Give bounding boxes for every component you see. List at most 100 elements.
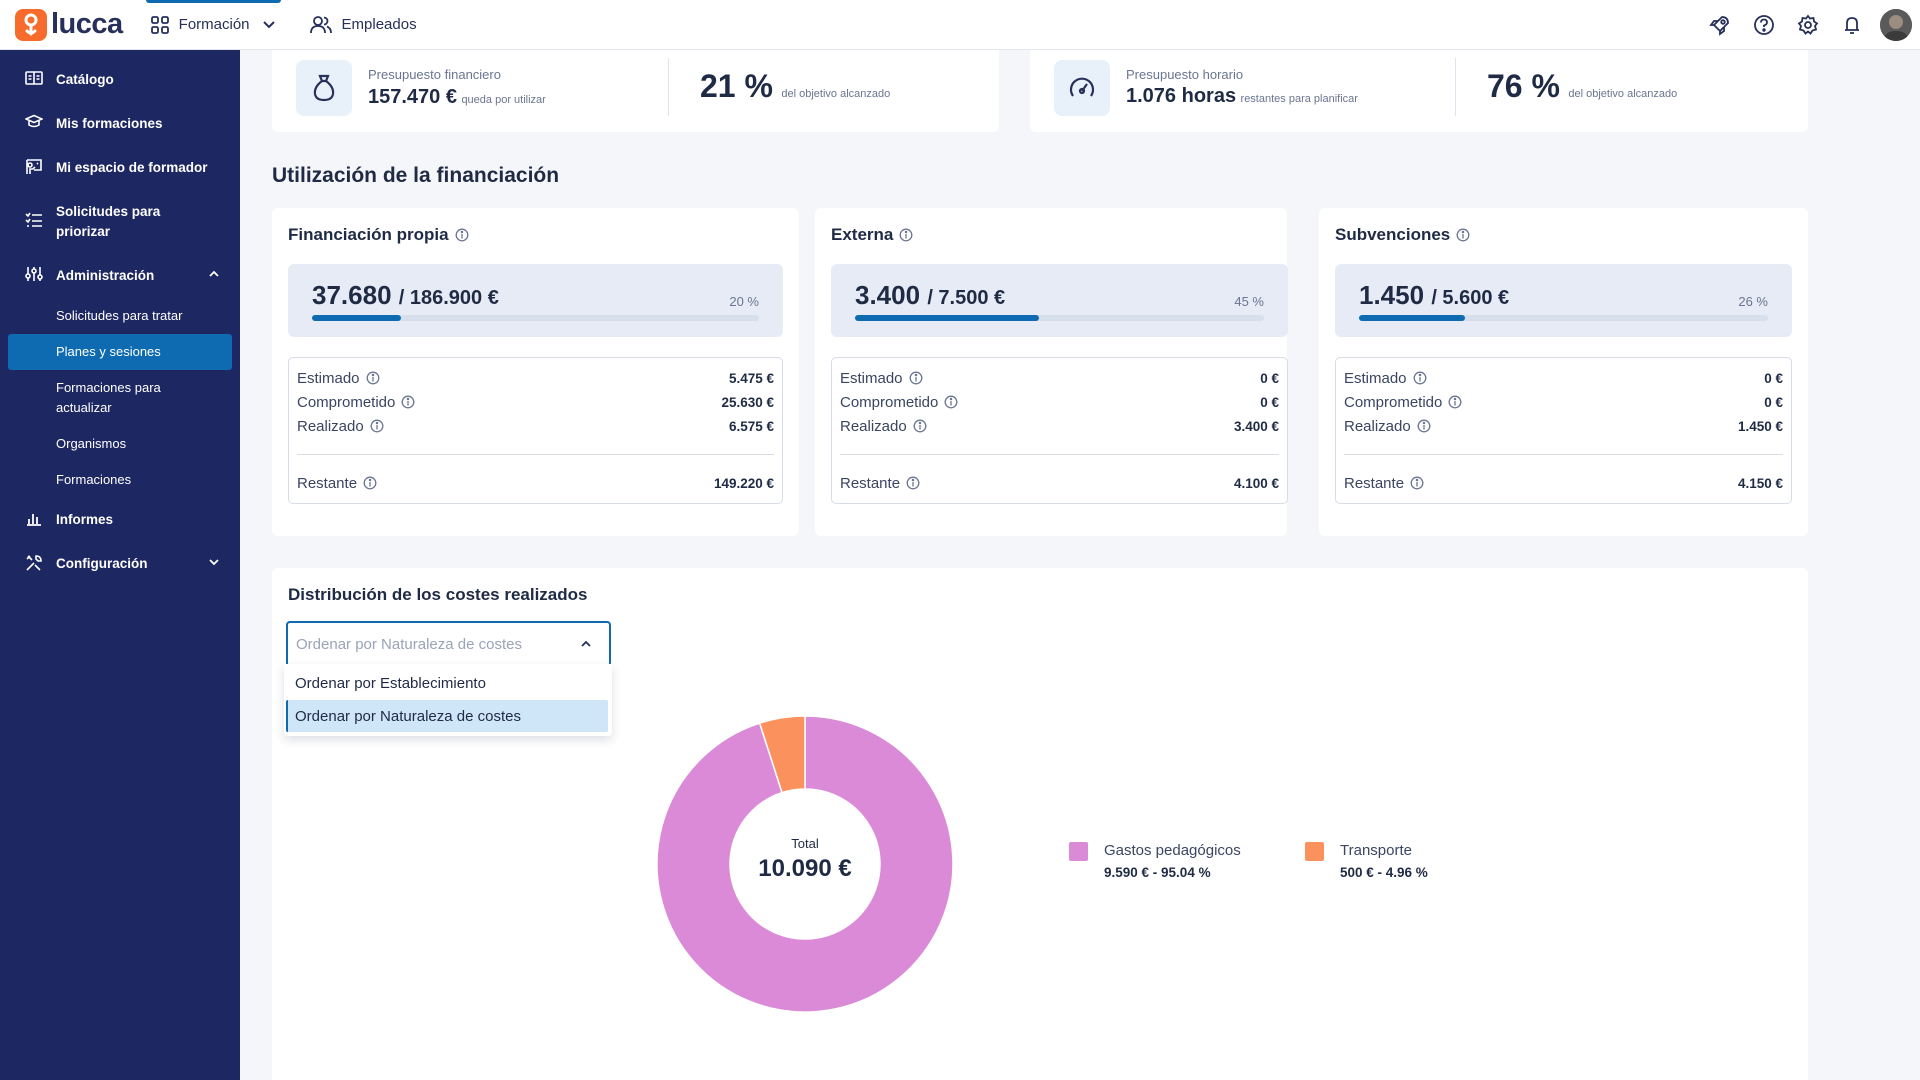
kpi-hours-suffix: restantes para planificar: [1240, 93, 1358, 105]
nav-formacion[interactable]: Formación: [145, 0, 281, 50]
settings-icon[interactable]: [1786, 3, 1830, 47]
sidebar-item-label: Solicitudes para priorizar: [56, 204, 161, 239]
detail-row-estimado: Estimado 0 €: [840, 368, 1279, 388]
donut-slice-transporte[interactable]: [758, 715, 806, 794]
sidebar-item-label: Mi espacio de formador: [56, 160, 208, 175]
list-icon: [25, 212, 45, 228]
info-icon[interactable]: [944, 395, 958, 409]
row-label: Comprometido: [1344, 393, 1443, 411]
funding-progress-box: 37.680 / 186.900 € 20 %: [288, 264, 783, 337]
sidebar-item-mis-formaciones[interactable]: Mis formaciones: [0, 114, 240, 134]
info-icon[interactable]: [366, 371, 380, 385]
tools-icon: [25, 554, 45, 572]
info-icon[interactable]: [1413, 371, 1427, 385]
donut-slice-gastos-pedag-gicos[interactable]: [656, 715, 954, 1013]
info-icon[interactable]: [1448, 395, 1462, 409]
funding-detail-box: Estimado 0 € Comprometido 0 € Realizado 1.4…: [1335, 357, 1792, 504]
funding-progress-bar: [855, 315, 1264, 321]
row-value: 4.150 €: [1737, 475, 1783, 491]
detail-row-comprometido: Comprometido 0 €: [1344, 392, 1783, 412]
help-icon[interactable]: [1742, 3, 1786, 47]
row-value: 5.475 €: [728, 370, 774, 386]
bell-icon[interactable]: [1830, 3, 1874, 47]
sliders-icon: [25, 266, 45, 282]
book-icon: [25, 70, 45, 86]
money-bag-icon: [296, 60, 352, 116]
graduation-cap-icon: [25, 114, 45, 130]
sidebar-item-label: Configuración: [56, 556, 148, 571]
sort-option-establecimiento[interactable]: Ordenar por Establecimiento: [295, 674, 486, 692]
funding-total: / 5.600 €: [1431, 287, 1510, 309]
detail-row-comprometido: Comprometido 25.630 €: [297, 392, 774, 412]
info-icon[interactable]: [899, 228, 913, 242]
sidebar-item-espacio-formador[interactable]: Mi espacio de formador: [0, 158, 240, 178]
funding-used: 37.680: [312, 280, 392, 310]
app-logo[interactable]: lucca: [15, 8, 123, 41]
sidebar-item-configuracion[interactable]: Configuración: [0, 554, 240, 574]
funding-section-title: Utilización de la financiación: [272, 164, 560, 187]
funding-used: 3.400: [855, 280, 921, 310]
info-icon[interactable]: [1456, 228, 1470, 242]
row-value: 0 €: [1764, 394, 1783, 410]
kpi-card-hours: Presupuesto horario 1.076 horas restante…: [1030, 50, 1808, 132]
nav-empleados-label: Empleados: [341, 16, 417, 33]
info-icon[interactable]: [370, 419, 384, 433]
funding-progress-box: 1.450 / 5.600 € 26 %: [1335, 264, 1792, 337]
funding-card-title: Financiación propia: [288, 225, 449, 244]
funding-progress-fill: [1359, 315, 1466, 321]
sort-select[interactable]: Ordenar por Naturaleza de costes: [286, 621, 611, 667]
row-value: 0 €: [1764, 370, 1783, 386]
row-value: 3.400 €: [1233, 418, 1279, 434]
avatar[interactable]: [1880, 8, 1912, 41]
sort-select-placeholder: Ordenar por Naturaleza de costes: [296, 635, 522, 653]
funding-progress-fill: [855, 315, 1040, 321]
chevron-down-icon: [262, 18, 276, 32]
kpi-hours-value: 1.076 horas: [1126, 85, 1237, 107]
sidebar-item-catalogo[interactable]: Catálogo: [0, 70, 240, 90]
nav-formacion-label: Formación: [178, 16, 250, 33]
sidebar-item-informes[interactable]: Informes: [0, 510, 240, 530]
nav-empleados[interactable]: Empleados: [309, 0, 417, 50]
info-icon[interactable]: [455, 228, 469, 242]
row-label: Estimado: [1344, 369, 1407, 387]
rocket-icon[interactable]: [1698, 3, 1742, 47]
row-value: 6.575 €: [728, 418, 774, 434]
row-label: Estimado: [297, 369, 360, 387]
sidebar-item-solicitudes-priorizar[interactable]: Solicitudes para priorizar: [0, 202, 240, 242]
legend-item: Transporte 500 € - 4.96 %: [1305, 842, 1428, 880]
chevron-down-icon: [208, 556, 220, 568]
sort-option-naturaleza[interactable]: Ordenar por Naturaleza de costes: [286, 700, 608, 732]
cost-donut-chart: [656, 715, 954, 1013]
detail-row-restante: Restante 4.100 €: [840, 473, 1279, 493]
info-icon[interactable]: [906, 476, 920, 490]
sidebar-item-label: Mis formaciones: [56, 116, 163, 131]
detail-row-realizado: Realizado 1.450 €: [1344, 416, 1783, 436]
row-label: Restante: [840, 474, 901, 492]
sidebar-sub-formaciones-actualizar[interactable]: Formaciones para actualizar: [56, 380, 161, 415]
top-bar: lucca Formación Empleados: [0, 0, 1920, 50]
kpi-card-financial: Presupuesto financiero 157.470 € queda p…: [272, 50, 999, 132]
kpi-divider: [668, 58, 669, 116]
info-icon[interactable]: [401, 395, 415, 409]
info-icon[interactable]: [913, 419, 927, 433]
detail-row-restante: Restante 4.150 €: [1344, 473, 1783, 493]
row-label: Estimado: [840, 369, 903, 387]
row-label: Restante: [297, 474, 358, 492]
row-label: Comprometido: [297, 393, 396, 411]
kpi-financial-label: Presupuesto financiero: [368, 67, 501, 82]
sidebar-sub-organismos[interactable]: Organismos: [56, 436, 127, 451]
info-icon[interactable]: [1410, 476, 1424, 490]
info-icon[interactable]: [1417, 419, 1431, 433]
sidebar-sub-solicitudes-tratar[interactable]: Solicitudes para tratar: [56, 308, 183, 323]
row-value: 25.630 €: [721, 394, 774, 410]
info-icon[interactable]: [363, 476, 377, 490]
info-icon[interactable]: [909, 371, 923, 385]
row-value: 0 €: [1260, 370, 1279, 386]
sidebar-sub-planes-sesiones[interactable]: Planes y sesiones: [8, 334, 232, 370]
divider: [297, 454, 774, 455]
legend-value: 9.590 € - 95.04 %: [1104, 865, 1211, 880]
sidebar-item-administracion[interactable]: Administración: [0, 266, 240, 286]
sidebar-sub-formaciones[interactable]: Formaciones: [56, 472, 132, 487]
row-label: Restante: [1344, 474, 1405, 492]
kpi-divider: [1455, 58, 1456, 116]
